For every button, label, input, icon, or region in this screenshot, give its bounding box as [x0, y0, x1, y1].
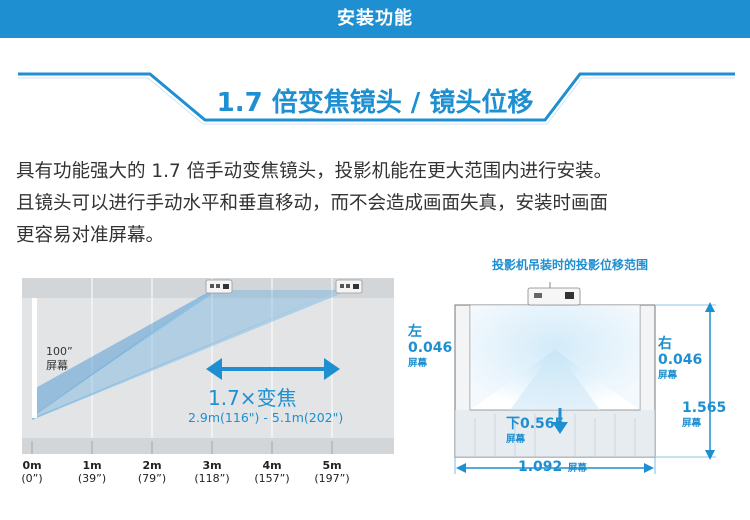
distance-tick-label: 0m (0”) — [21, 459, 43, 485]
distance-tick-label: 5m (197”) — [314, 459, 350, 485]
zoom-range-label: 2.9m(116") - 5.1m(202") — [188, 410, 344, 425]
distance-tick-label: 1m (39”) — [77, 459, 107, 485]
horizontal-shift-label: 1.092 屏幕 — [518, 459, 587, 475]
down-shift-label: 下0.565 屏幕 — [506, 416, 565, 445]
screen-size-label: 100” 屏幕 — [46, 345, 73, 373]
section-title: 1.7 倍变焦镜头 / 镜头位移 — [216, 88, 534, 118]
lens-shift-graphic — [454, 282, 716, 474]
zoom-diagram-graphic — [22, 278, 394, 454]
zoom-range-arrow-icon — [206, 358, 340, 380]
zoom-diagram: 100” 屏幕 1.7×变焦 2.9m(116") - 5.1m(202") 0… — [21, 278, 394, 513]
lens-shift-diagram: 投影机吊装时的投影位移范围 左 0.046 屏幕 右 0.046 屏幕 下0.5… — [400, 248, 740, 516]
down-shift-arrow-icon — [552, 408, 568, 434]
right-shift-label: 右 0.046 屏幕 — [658, 336, 703, 381]
horizontal-dimension-arrow-icon — [454, 457, 656, 474]
distance-tick-label: 2m (79”) — [137, 459, 167, 485]
left-shift-label: 左 0.046 屏幕 — [408, 324, 453, 369]
intro-line: 具有功能强大的 1.7 倍手动变焦镜头，投影机能在更大范围内进行安装。 — [16, 161, 613, 182]
intro-paragraph: 具有功能强大的 1.7 倍手动变焦镜头，投影机能在更大范围内进行安装。 且镜头可… — [16, 156, 741, 252]
header-bar — [0, 0, 750, 38]
zoom-ratio-label: 1.7×变焦 — [208, 386, 297, 410]
distance-tick-label: 4m (157”) — [254, 459, 290, 485]
section-ribbon — [18, 72, 735, 125]
header-title: 安装功能 — [337, 8, 413, 29]
screen-size-unit: 屏幕 — [46, 359, 68, 372]
projector-icon — [335, 279, 363, 294]
projector-icon — [205, 279, 233, 294]
lens-shift-caption: 投影机吊装时的投影位移范围 — [491, 258, 648, 272]
intro-line: 更容易对准屏幕。 — [16, 225, 165, 246]
intro-line: 且镜头可以进行手动水平和垂直移动，而不会造成画面失真，安装时画面 — [16, 193, 609, 214]
distance-tick-label: 3m (118”) — [194, 459, 230, 485]
vertical-shift-label: 1.565 屏幕 — [682, 400, 727, 429]
vertical-dimension-arrow-icon — [656, 302, 716, 460]
screen-size-value: 100” — [46, 345, 73, 358]
projector-icon — [527, 282, 581, 306]
